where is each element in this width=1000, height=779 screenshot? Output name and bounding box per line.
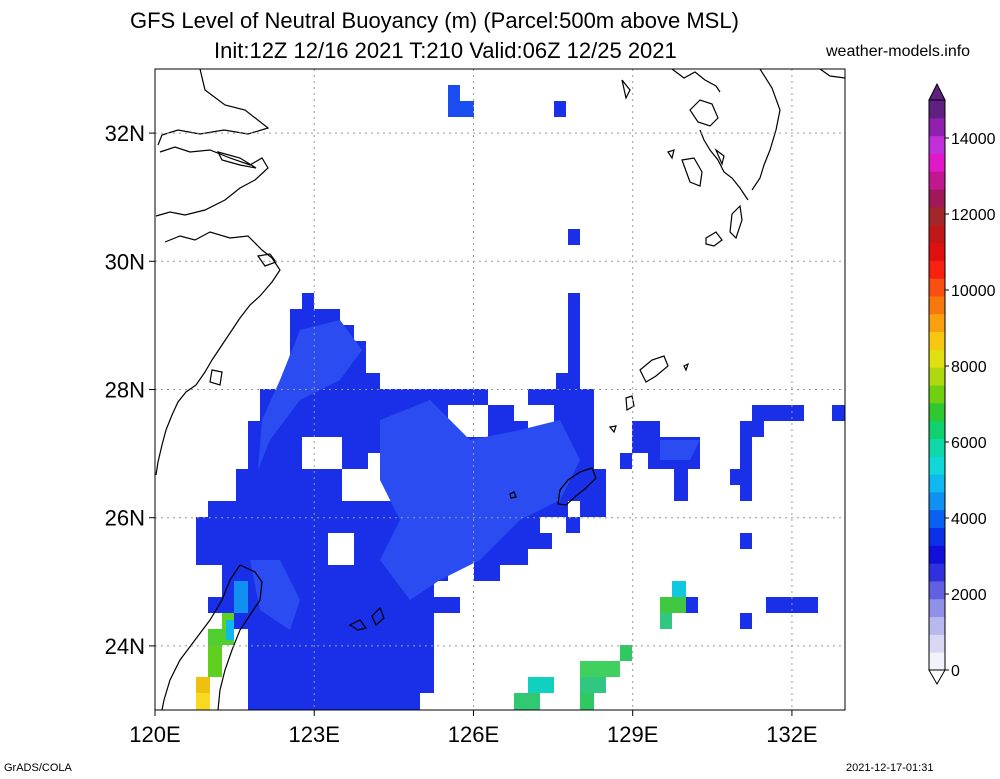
colorbar-swatch [929,224,945,243]
colorbar-label: 12000 [951,207,996,224]
colorbar-swatch [929,260,945,279]
lon-tick-label: 123E [289,722,340,747]
colorbar-swatch [929,206,945,226]
colorbar-swatch [929,420,945,439]
colorbar-swatch [929,598,945,618]
colorbar-swatch [929,527,945,546]
software-credit: GrADS/COLA [4,762,72,774]
colorbar-swatch [929,100,945,119]
colorbar-swatch [929,331,945,350]
colorbar-swatch [929,545,945,564]
colorbar-label: 2000 [951,587,987,604]
lon-tick-label: 120E [129,722,180,747]
colorbar-swatch [929,385,945,404]
buoyancy-shading [196,85,845,710]
lat-tick-label: 30N [105,249,145,274]
colorbar-swatch [929,278,945,297]
colorbar-swatch [929,153,945,172]
colorbar-label: 14000 [951,131,996,148]
colorbar-swatch [929,117,945,137]
lon-tick-label: 129E [607,722,658,747]
map-axes: 120E 123E 126E 129E 132E 24N 26N 28N 30N 32N [105,121,818,747]
colorbar-label: 4000 [951,511,987,528]
colorbar-swatch [929,456,945,475]
colorbar-swatch [929,491,945,511]
title-line-1: GFS Level of Neutral Buoyancy (m) (Parce… [130,8,739,33]
colorbar-swatch [929,563,945,582]
colorbar-swatch [929,135,945,154]
colorbar-swatch [929,438,945,457]
colorbar-label: 10000 [951,283,996,300]
colorbar-label: 0 [951,663,960,680]
lat-tick-label: 24N [105,634,145,659]
lon-tick-label: 126E [448,722,499,747]
colorbar-swatch [929,242,945,261]
colorbar-swatch [929,367,945,386]
website-label: weather-models.info [826,43,971,60]
colorbar: 0 2000 4000 6000 8000 10000 12000 14000 [928,82,996,686]
colorbar-swatch [929,634,945,653]
colorbar-swatch [929,295,945,315]
lat-tick-label: 28N [105,378,145,403]
colorbar-swatch [929,402,945,422]
colorbar-swatch [929,349,945,368]
generated-timestamp: 2021-12-17-01:31 [846,762,934,774]
colorbar-swatch [929,313,945,333]
colorbar-swatch [929,652,945,671]
lon-tick-label: 132E [766,722,817,747]
lat-tick-label: 32N [105,121,145,146]
coastline [155,69,845,710]
colorbar-swatch [929,474,945,493]
colorbar-swatch [929,580,945,600]
colorbar-label: 8000 [951,359,987,376]
colorbar-swatch [929,171,945,190]
title-line-2: Init:12Z 12/16 2021 T:210 Valid:06Z 12/2… [214,38,677,63]
colorbar-top-arrow [928,82,946,101]
colorbar-swatch [929,509,945,528]
colorbar-label: 6000 [951,435,987,452]
map-gridlines [155,69,845,710]
lat-tick-label: 26N [105,506,145,531]
colorbar-swatch [929,616,945,635]
colorbar-swatch [929,189,945,208]
colorbar-bottom-arrow [928,669,946,686]
